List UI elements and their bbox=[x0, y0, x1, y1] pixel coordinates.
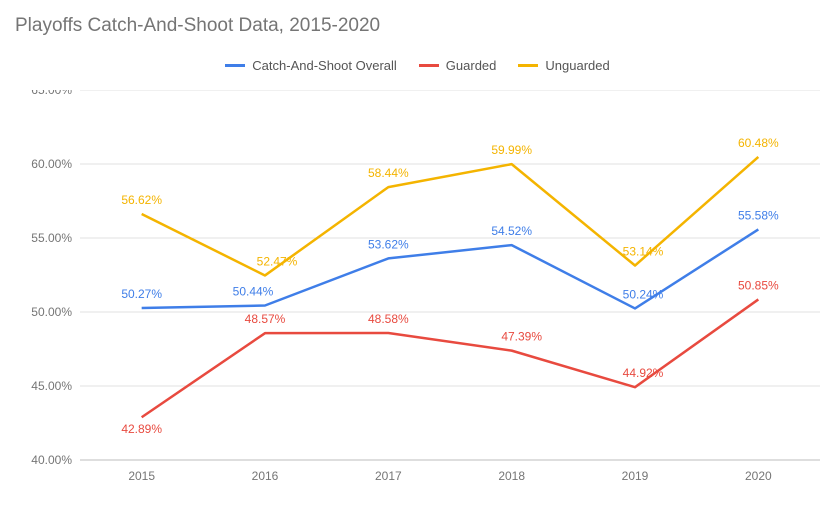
data-label: 48.57% bbox=[245, 312, 286, 326]
data-label: 55.58% bbox=[738, 208, 779, 222]
x-tick-label: 2020 bbox=[745, 469, 772, 483]
x-tick-label: 2017 bbox=[375, 469, 402, 483]
legend-swatch-unguarded bbox=[518, 64, 538, 67]
legend-label: Unguarded bbox=[545, 58, 609, 73]
series-line bbox=[142, 299, 759, 417]
legend-item: Catch-And-Shoot Overall bbox=[225, 58, 397, 73]
y-tick-label: 60.00% bbox=[31, 157, 72, 171]
y-tick-label: 50.00% bbox=[31, 305, 72, 319]
x-tick-label: 2018 bbox=[498, 469, 525, 483]
chart-title: Playoffs Catch-And-Shoot Data, 2015-2020 bbox=[15, 15, 380, 37]
legend-label: Guarded bbox=[446, 58, 497, 73]
legend-swatch-guarded bbox=[419, 64, 439, 67]
chart-plot-area: 40.00% 45.00% 50.00% 55.00% 60.00% 65.00% 2015… bbox=[15, 90, 820, 500]
data-label: 50.27% bbox=[121, 287, 162, 301]
legend-item: Guarded bbox=[419, 58, 497, 73]
series-line bbox=[142, 157, 759, 276]
data-label: 54.52% bbox=[491, 224, 532, 238]
data-label: 47.39% bbox=[501, 330, 542, 344]
chart-container: Playoffs Catch-And-Shoot Data, 2015-2020… bbox=[0, 0, 835, 517]
data-label: 48.58% bbox=[368, 312, 409, 326]
y-tick-label: 45.00% bbox=[31, 379, 72, 393]
x-tick-label: 2019 bbox=[622, 469, 649, 483]
data-label: 50.85% bbox=[738, 278, 779, 292]
y-tick-label: 65.00% bbox=[31, 90, 72, 97]
legend-item: Unguarded bbox=[518, 58, 609, 73]
data-label: 42.89% bbox=[121, 422, 162, 436]
x-tick-label: 2016 bbox=[252, 469, 279, 483]
legend-swatch-overall bbox=[225, 64, 245, 67]
data-label: 60.48% bbox=[738, 136, 779, 150]
data-label: 58.44% bbox=[368, 166, 409, 180]
data-label: 53.62% bbox=[368, 237, 409, 251]
data-label: 50.24% bbox=[623, 287, 664, 301]
x-tick-label: 2015 bbox=[128, 469, 155, 483]
y-tick-label: 55.00% bbox=[31, 231, 72, 245]
data-label: 52.47% bbox=[257, 254, 298, 268]
data-label: 53.14% bbox=[623, 245, 664, 259]
legend: Catch-And-Shoot Overall Guarded Unguarde… bbox=[0, 58, 835, 73]
data-label: 56.62% bbox=[121, 193, 162, 207]
data-label: 50.44% bbox=[233, 284, 274, 298]
y-tick-label: 40.00% bbox=[31, 453, 72, 467]
legend-label: Catch-And-Shoot Overall bbox=[252, 58, 397, 73]
data-label: 44.92% bbox=[623, 366, 664, 380]
chart-svg: 40.00% 45.00% 50.00% 55.00% 60.00% 65.00% 2015… bbox=[15, 90, 820, 500]
data-label: 59.99% bbox=[491, 143, 532, 157]
